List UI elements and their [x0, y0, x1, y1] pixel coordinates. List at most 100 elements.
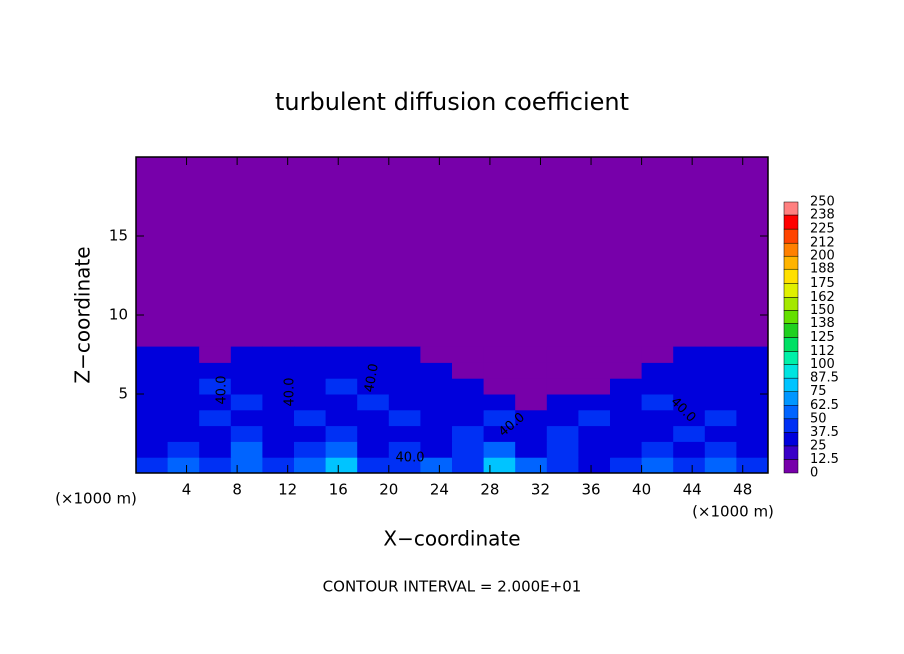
field-cell: [262, 394, 295, 411]
field-cell: [357, 394, 390, 411]
field-cell: [704, 378, 737, 395]
colorbar-band: [783, 310, 799, 324]
field-cell: [483, 378, 516, 395]
colorbar-band: [783, 459, 799, 474]
field-cell: [704, 394, 737, 411]
field-cell: [704, 346, 737, 363]
colorbar-band: [783, 297, 799, 311]
colorbar-band: [783, 201, 799, 216]
field-cell: [388, 378, 421, 395]
field-cell: [610, 394, 643, 411]
field-cell: [325, 457, 358, 474]
colorbar-label: 12.5: [810, 452, 839, 467]
field-cell: [262, 362, 295, 379]
x-tick-label: 4: [182, 481, 192, 499]
field-cell: [578, 425, 611, 442]
field-cell: [325, 441, 358, 458]
x-axis-label: X−coordinate: [383, 527, 520, 551]
field-cell: [357, 457, 390, 474]
field-cell: [515, 425, 548, 442]
colorbar-band: [783, 255, 799, 270]
field-cell: [230, 425, 263, 442]
x-tick-label: 36: [581, 481, 600, 499]
field-cell: [167, 441, 200, 458]
field-cell: [388, 362, 421, 379]
field-cell: [136, 378, 169, 395]
colorbar-band: [783, 337, 799, 352]
field-cell: [452, 425, 485, 442]
field-cell: [515, 409, 548, 427]
field-cell: [736, 425, 769, 442]
field-cell: [420, 362, 453, 379]
colorbar-label: 37.5: [810, 425, 839, 440]
field-cell: [199, 441, 232, 458]
field-cell: [294, 378, 327, 395]
field-cell: [578, 362, 611, 379]
field-cell: [578, 346, 611, 363]
field-cell: [673, 362, 706, 379]
field-cell: [294, 394, 327, 411]
field-cell: [420, 394, 453, 411]
field-cell: [736, 394, 769, 411]
field-cell: [483, 346, 516, 363]
field-cell: [610, 441, 643, 458]
field-cell: [578, 441, 611, 458]
field-cell: [388, 346, 421, 363]
field-cell: [230, 378, 263, 395]
colorbar-label: 162: [810, 290, 835, 305]
field-cell: [641, 394, 674, 411]
y-tick-label: 15: [109, 227, 128, 245]
field-cell: [357, 441, 390, 458]
field-cell: [515, 346, 548, 363]
field-cell: [736, 457, 769, 474]
field-cell: [704, 457, 737, 474]
field-cell: [673, 409, 706, 427]
colorbar-band: [783, 323, 799, 338]
field-cell: [641, 409, 674, 427]
colorbar-label: 175: [810, 276, 835, 291]
field-cell: [546, 425, 579, 442]
field-cell: [199, 409, 232, 427]
field-cell: [641, 378, 674, 395]
field-cell: [515, 394, 548, 411]
field-cell: [420, 409, 453, 427]
field-cell: [199, 346, 232, 363]
field-cell: [357, 346, 390, 363]
x-tick-label: 24: [430, 481, 449, 499]
colorbar-label: 25: [810, 438, 827, 453]
x-tick-label: 20: [379, 481, 398, 499]
field-cell: [546, 378, 579, 395]
x-unit: (×1000 m): [55, 490, 137, 508]
field-cell: [199, 362, 232, 379]
field-cell: [420, 457, 453, 474]
colorbar-band: [783, 418, 799, 433]
field-cell: [515, 441, 548, 458]
field-cell: [136, 457, 169, 474]
field-cell: [546, 394, 579, 411]
field-cell: [167, 409, 200, 427]
field-cell: [167, 362, 200, 379]
field-cell: [673, 425, 706, 442]
field-cell: [483, 409, 516, 427]
x-tick-label: 44: [683, 481, 702, 499]
field-cell: [230, 441, 263, 458]
colorbar-label: 100: [810, 357, 835, 372]
field-cell: [294, 362, 327, 379]
field-cell: [294, 441, 327, 458]
field-cell: [736, 409, 769, 427]
field-cell: [136, 394, 169, 411]
field-cell: [610, 378, 643, 395]
field-cell: [736, 441, 769, 458]
field-cell: [641, 441, 674, 458]
colorbar-band: [783, 351, 799, 365]
field-cell: [673, 346, 706, 363]
colorbar-band: [783, 364, 799, 379]
field-cell: [199, 457, 232, 474]
field-cell: [420, 346, 453, 363]
field-cell: [546, 346, 579, 363]
field-cell: [546, 457, 579, 474]
field-cell: [262, 409, 295, 427]
field-cell: [294, 346, 327, 363]
field-cell: [167, 457, 200, 474]
